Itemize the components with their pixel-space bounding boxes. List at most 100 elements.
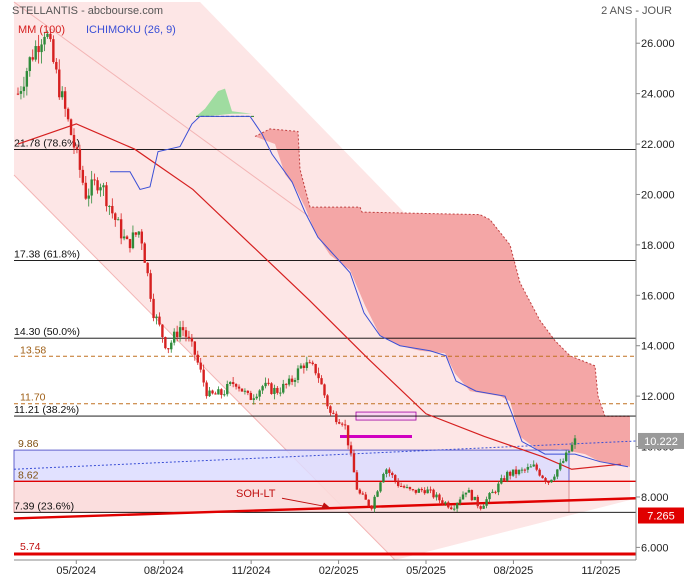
candle-body <box>152 298 155 319</box>
cloud-span-b <box>254 128 630 417</box>
legend-ichimoku: ICHIMOKU (26, 9) <box>86 24 176 36</box>
candle-body <box>338 422 341 424</box>
candle-body <box>134 232 138 235</box>
candle-body <box>559 462 562 470</box>
candle-body <box>523 469 527 471</box>
candle-body <box>69 119 73 135</box>
candlesticks <box>16 28 577 513</box>
candle-body <box>550 479 553 483</box>
candle-body <box>28 57 31 72</box>
candle-body <box>399 485 403 487</box>
candle-body <box>482 505 485 509</box>
fib-label: 14.30 (50.0%) <box>14 326 80 338</box>
candle-body <box>255 396 258 399</box>
candle-body <box>461 494 465 500</box>
fib-label: 21.78 (78.6%) <box>14 138 80 150</box>
fib-label: 7.39 (23.6%) <box>14 500 74 512</box>
x-tick-label: 08/2024 <box>144 565 184 577</box>
annotation-arrowhead <box>321 502 330 510</box>
candle-body <box>497 483 500 493</box>
candle-body <box>382 473 385 483</box>
candle-body <box>46 33 49 37</box>
candle-body <box>178 327 182 338</box>
candle-body <box>343 424 347 426</box>
candle-body <box>25 71 29 87</box>
annotation-arrow <box>281 497 327 508</box>
candle-body <box>488 493 491 500</box>
y-tick-label: 20.000 <box>641 189 675 201</box>
zone-level-label: 9.86 <box>18 438 39 450</box>
candle-body <box>22 86 26 92</box>
candle-body <box>556 469 559 477</box>
candle-body <box>167 348 170 350</box>
candle-body <box>544 478 547 482</box>
fib-label: 17.38 (61.8%) <box>14 249 80 261</box>
candle-body <box>370 506 373 509</box>
candle-body <box>317 373 320 379</box>
candle-body <box>117 219 120 221</box>
candle-body <box>364 494 367 500</box>
y-tick-label: 22.000 <box>641 139 675 151</box>
candle-body <box>355 472 359 490</box>
candle-body <box>58 69 61 98</box>
candle-body <box>140 231 143 244</box>
candle-body <box>305 362 309 369</box>
candle-body <box>388 469 391 473</box>
candle-body <box>506 471 509 481</box>
candle-body <box>340 423 344 425</box>
candle-body <box>220 389 223 395</box>
support-price-label: 7.265 <box>647 511 675 523</box>
dashed-level-label: 13.58 <box>20 344 46 356</box>
candle-body <box>287 378 291 385</box>
candle-body <box>414 489 418 493</box>
candle-body <box>508 471 512 476</box>
candle-body <box>491 491 494 494</box>
candle-body <box>311 362 314 364</box>
candle-body <box>161 324 164 338</box>
candle-body <box>385 469 388 474</box>
candle-body <box>423 490 426 494</box>
candle-body <box>34 46 37 60</box>
candle-body <box>517 469 521 475</box>
candle-body <box>181 327 185 331</box>
candle-body <box>514 469 518 475</box>
channel-fill <box>14 2 630 560</box>
candle-body <box>217 389 220 395</box>
candle-body <box>420 488 423 491</box>
zone-box-lower <box>13 480 570 513</box>
candle-body <box>31 57 34 60</box>
candle-body <box>72 134 76 148</box>
candle-body <box>394 475 397 481</box>
bottom-level-label: 5.74 <box>20 541 41 553</box>
candle-body <box>535 464 538 470</box>
candle-body <box>267 382 270 384</box>
support-price-badge <box>638 507 684 524</box>
candle-body <box>208 390 211 397</box>
candle-body <box>352 453 356 473</box>
candle-body <box>417 488 421 493</box>
candle-body <box>441 500 444 504</box>
candle-body <box>308 362 311 364</box>
candle-body <box>464 492 468 495</box>
candle-body <box>346 425 350 446</box>
candle-body <box>37 46 40 53</box>
candle-body <box>529 466 532 468</box>
candle-body <box>137 231 141 235</box>
candle-body <box>52 39 55 62</box>
candle-body <box>102 185 105 188</box>
candle-body <box>199 362 202 370</box>
candle-body <box>358 489 362 494</box>
candle-body <box>175 331 179 338</box>
candle-body <box>193 341 197 355</box>
candle-body <box>573 438 577 445</box>
candle-body <box>211 390 214 394</box>
y-tick-label: 18.000 <box>641 240 675 252</box>
candle-body <box>455 503 459 509</box>
candle-body <box>63 91 67 109</box>
candle-body <box>447 502 450 508</box>
candle-body <box>293 380 297 382</box>
ichimoku-line <box>110 115 629 468</box>
candle-body <box>119 219 123 239</box>
